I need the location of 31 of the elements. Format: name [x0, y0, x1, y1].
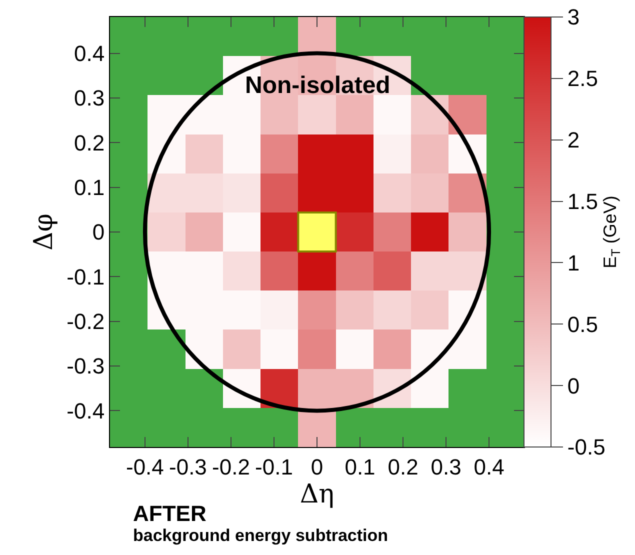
y-tick-label: -0.3 [66, 354, 105, 379]
x-tick-label: -0.3 [169, 454, 207, 480]
x-tick-label: 0.3 [430, 454, 462, 480]
annotation: Non-isolated [245, 72, 390, 99]
x-tick-label: -0.2 [212, 454, 250, 480]
x-tick-label: -0.4 [126, 454, 164, 480]
color-bar-label: 2.5 [567, 66, 598, 92]
x-tick-label: 0.1 [344, 454, 376, 480]
color-bar-label: 3 [567, 4, 580, 30]
x-axis-title: Δη [300, 479, 334, 510]
color-bar-label: 0 [567, 373, 580, 398]
text: background energy subtraction [133, 526, 388, 545]
y-tick-label: 0.1 [74, 175, 105, 200]
y-tick-label: -0.2 [66, 309, 105, 334]
y-tick-label: -0.1 [66, 264, 105, 290]
color-bar-label: 1.5 [567, 188, 598, 214]
x-tick-label: 0 [310, 454, 324, 480]
x-tick-label: 0.2 [388, 454, 418, 480]
y-tick-label: -0.4 [66, 398, 105, 424]
y-tick-label: 0.2 [74, 130, 105, 156]
x-tick-label: 0.4 [474, 454, 504, 480]
x-tick-label: -0.1 [255, 454, 293, 480]
text: AFTER [133, 501, 206, 526]
y-tick-label: 0.4 [74, 41, 105, 66]
color-bar-label: -0.5 [567, 434, 606, 460]
color-bar-label: 2 [567, 128, 580, 153]
y-tick-label: 0 [92, 220, 105, 245]
color-bar-label: 1 [567, 250, 580, 276]
y-tick-label: 0.3 [74, 86, 105, 111]
y-axis-title: Δφ [29, 214, 60, 250]
color-bar-label: 0.5 [567, 312, 598, 337]
